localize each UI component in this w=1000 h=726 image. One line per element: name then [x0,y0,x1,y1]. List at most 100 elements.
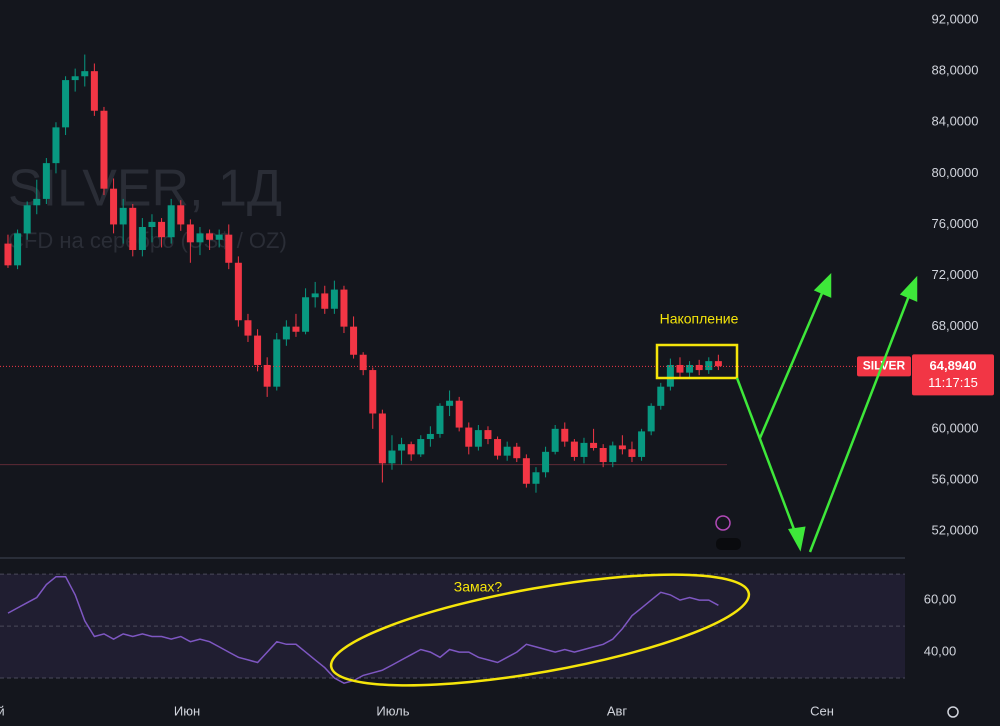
candle-body [436,405,444,434]
candle-body [455,400,463,428]
arrow-line [758,283,828,439]
event-pill [716,538,741,550]
y-tick-label: 68,0000 [932,318,979,333]
rsi-ellipse [329,573,751,687]
x-tick-label: Сен [810,703,834,718]
candle-body [522,458,530,484]
candle-body [110,188,118,225]
candle-body [714,361,722,367]
candle-body [484,430,492,440]
arrow-head [899,275,918,302]
settings-icon[interactable] [947,706,959,718]
candle-body [398,444,406,451]
candle-body [273,339,281,387]
candle-body [158,221,166,238]
watermark-sub: CFD на серебро (US$ / OZ) [8,228,287,253]
candle-body [254,335,262,365]
candle-body [138,226,146,250]
y-tick-label: 84,0000 [932,114,979,129]
candle-body [551,428,559,452]
candle-body [292,326,300,332]
candle-body [350,326,358,355]
candle-body [14,233,22,266]
y-tick-label: 92,0000 [932,11,979,26]
x-tick-label: Июн [174,703,200,718]
candle-body [359,354,367,371]
candle-body [638,431,646,457]
candle-body [503,446,511,456]
candle-body [695,364,703,371]
rsi-annotation: Замах? [454,579,503,595]
symbol-label: SILVER [863,358,906,372]
candle-body [215,234,223,240]
arrow-head [788,526,806,552]
accumulation-label: Накопление [660,311,739,327]
candle-body [465,427,473,447]
candle-body [129,207,137,250]
candle-body [609,445,617,463]
candle-body [52,127,60,164]
candle-body [676,364,684,373]
candle-body [474,430,482,447]
candle-body [340,289,348,327]
candle-body [62,80,70,128]
arrow-line [808,287,914,553]
candle-body [657,386,665,406]
y-tick-label: 80,0000 [932,165,979,180]
x-tick-label: Авг [607,703,628,718]
candle-body [542,451,550,473]
candle-body [42,163,50,199]
y-tick-label: 60,0000 [932,420,979,435]
candle-body [388,450,396,464]
countdown-label: 11:17:15 [928,375,978,390]
candle-body [666,364,674,387]
candle-body [196,233,204,243]
symbol-badge [857,356,911,377]
candle-body [599,447,607,463]
arrow-head [813,272,832,298]
y-tick-label: 56,0000 [932,471,979,486]
candle-body [4,243,12,266]
candle-body [81,71,89,77]
candle-body [369,370,377,414]
candle-body [100,110,108,189]
candle-body [590,442,598,448]
candle-body [426,433,434,440]
candle-body [186,224,194,243]
candle-body [618,445,626,450]
candle-body [628,449,636,457]
candle-body [206,233,214,240]
candle-body [580,442,588,457]
y-tick-label: 76,0000 [932,216,979,231]
candle-body [513,446,521,459]
last-price-label: 64,8940 [930,358,977,373]
candle-body [282,326,290,340]
candle-body [244,320,252,336]
event-icon[interactable] [715,515,731,531]
candle-body [148,221,156,227]
arrows [735,272,918,553]
candle-body [407,444,415,455]
price-badge [912,354,994,396]
x-tick-label: Июль [376,703,409,718]
x-tick-label: Май [0,703,5,718]
y-tick-label: 88,0000 [932,63,979,78]
candle-body [417,439,425,455]
watermark: SILVER, 1Д [8,160,282,218]
accumulation-box [655,343,739,380]
candle-body [71,76,79,81]
candle-body [321,293,329,309]
candle-body [33,198,41,206]
candle-body [561,428,569,442]
candle-body [167,205,175,238]
arrow-line [735,377,800,541]
candle-body [119,207,127,225]
candle-body [686,364,694,373]
y-tick-label: 52,0000 [932,522,979,537]
candle-body [446,400,454,406]
candle-body [225,234,233,263]
rsi-line [7,575,719,685]
candle-body [330,289,338,309]
